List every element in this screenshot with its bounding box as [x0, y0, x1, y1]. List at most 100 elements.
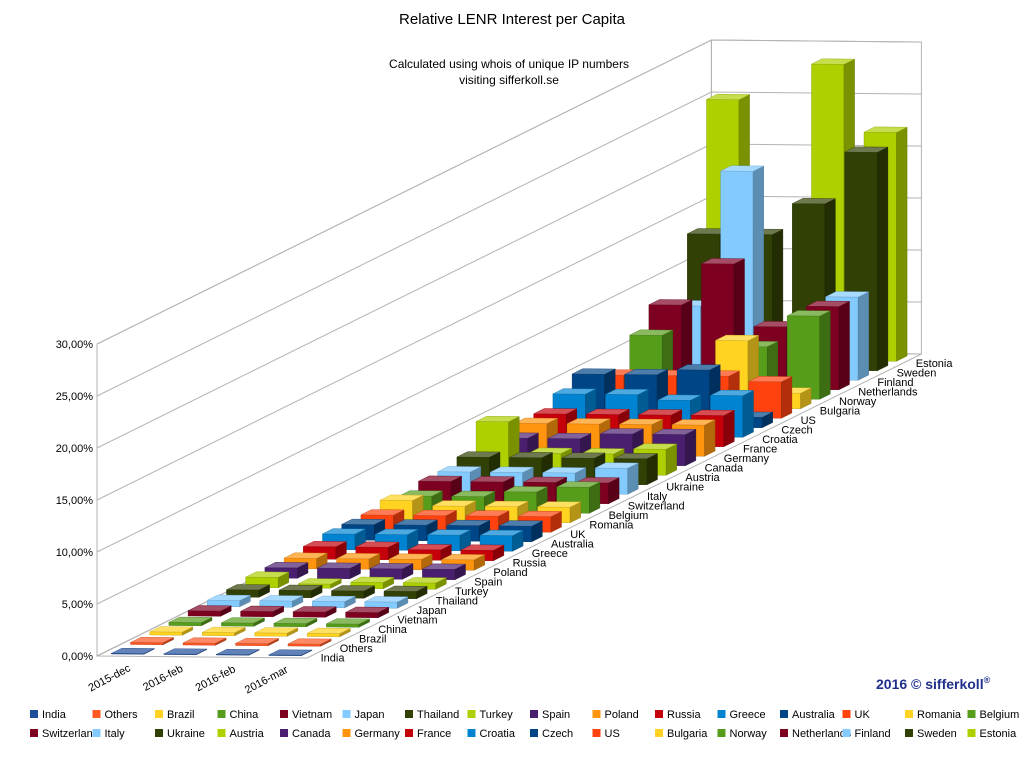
- legend-swatch: [405, 710, 413, 718]
- legend-item: Greece: [717, 709, 766, 721]
- bar: [364, 596, 409, 609]
- legend-item: Germany: [342, 728, 400, 740]
- bar-top-face: [533, 408, 577, 415]
- legend-item: Sweden: [905, 728, 957, 740]
- bar: [254, 627, 298, 637]
- depth-series-label: Spain: [474, 576, 502, 588]
- bar: [235, 637, 279, 647]
- legend-label: Czech: [542, 728, 573, 740]
- depth-series-label: Bulgaria: [820, 405, 861, 417]
- bar-top-face: [422, 563, 466, 570]
- bar-top-face: [720, 165, 764, 172]
- bar-top-face: [111, 647, 155, 654]
- legend-item: Austria: [217, 728, 265, 740]
- bar-top-face: [418, 475, 462, 482]
- bar-top-face: [566, 418, 611, 425]
- bar-top-face: [633, 443, 677, 450]
- bar: [345, 606, 389, 619]
- legend-item: Romania: [905, 709, 962, 721]
- depth-series-label: US: [801, 415, 816, 427]
- bar-top-face: [657, 394, 702, 401]
- chart-subtitle-line-1: Calculated using whois of unique IP numb…: [389, 57, 629, 71]
- legend-swatch: [592, 710, 601, 718]
- legend-label: Turkey: [480, 709, 514, 721]
- bar-top-face: [715, 334, 759, 341]
- legend-item: Czech: [530, 728, 573, 740]
- y-tick-label: 5,00%: [62, 599, 93, 611]
- legend-item: Italy: [92, 728, 125, 740]
- bar-top-face: [476, 415, 520, 423]
- legend-label: Ukraine: [167, 728, 205, 740]
- legend-item: Bulgaria: [655, 728, 708, 740]
- bar-top-face: [240, 605, 284, 612]
- y-tick-label: 15,00%: [56, 495, 94, 507]
- bar: [292, 606, 337, 618]
- depth-series-label: UK: [570, 529, 586, 541]
- bar-top-face: [331, 585, 375, 592]
- bar-top-face: [844, 146, 888, 153]
- bar-top-face: [287, 638, 332, 645]
- bar-front-face: [317, 567, 351, 580]
- y-tick-label: 0,00%: [62, 651, 93, 663]
- legend-swatch: [280, 729, 288, 737]
- legend-swatch: [530, 729, 538, 737]
- bar-front-face: [221, 622, 255, 627]
- legend-swatch: [280, 710, 288, 718]
- bar-top-face: [245, 571, 289, 578]
- legend-swatch: [342, 710, 351, 718]
- legend-swatch: [217, 710, 226, 718]
- credit-text: 2016 © sifferkoll®: [876, 675, 991, 692]
- bar-front-face: [201, 632, 235, 637]
- bar-side-face: [896, 126, 908, 362]
- bar-top-face: [273, 617, 318, 624]
- legend-label: UK: [855, 709, 871, 721]
- bar-top-face: [408, 544, 452, 551]
- depth-series-label: India: [321, 652, 346, 664]
- legend-label: Vietnam: [292, 709, 332, 721]
- bar-top-face: [441, 554, 485, 561]
- bar-top-face: [168, 616, 213, 623]
- depth-series-label: Russia: [513, 557, 548, 569]
- bar-top-face: [638, 409, 682, 416]
- bar: [556, 481, 601, 514]
- bar: [163, 648, 208, 656]
- bar: [111, 647, 155, 655]
- bar: [614, 452, 658, 486]
- y-tick-label: 30,00%: [56, 339, 94, 351]
- chart-title: Relative LENR Interest per Capita: [399, 11, 626, 28]
- bar: [187, 605, 232, 617]
- bar-top-face: [369, 563, 414, 570]
- bar-top-face: [394, 519, 438, 526]
- legend-item: Vietnam: [280, 709, 332, 721]
- legend-swatch: [467, 710, 476, 718]
- legend-label: Netherlands: [792, 728, 852, 740]
- bar-top-face: [226, 584, 270, 591]
- legend-item: Switzerland: [30, 728, 99, 740]
- legend-label: Finland: [855, 728, 891, 740]
- legend-label: Switzerland: [42, 728, 99, 740]
- bar: [287, 638, 332, 647]
- bar-top-face: [284, 552, 328, 559]
- depth-series-label: Switzerland: [628, 500, 685, 512]
- bar-side-face: [742, 390, 754, 438]
- bar-front-face: [149, 631, 183, 636]
- bar-top-face: [614, 452, 658, 460]
- bar-top-face: [130, 636, 174, 643]
- legend-swatch: [905, 710, 913, 718]
- legend-label: Thailand: [417, 709, 459, 721]
- bar-top-face: [364, 596, 408, 603]
- bar-side-face: [723, 409, 735, 448]
- depth-series-label: France: [743, 443, 777, 455]
- legend-label: Japan: [355, 709, 385, 721]
- bar-top-face: [374, 528, 419, 535]
- bar-top-face: [490, 466, 534, 473]
- legend-item: India: [30, 709, 67, 721]
- bar-top-face: [307, 627, 351, 634]
- legend-swatch: [592, 729, 601, 737]
- legend-swatch: [467, 729, 476, 737]
- bar: [748, 376, 793, 419]
- bar-top-face: [345, 606, 389, 613]
- bar-front-face: [240, 611, 274, 618]
- bar-top-face: [605, 388, 649, 395]
